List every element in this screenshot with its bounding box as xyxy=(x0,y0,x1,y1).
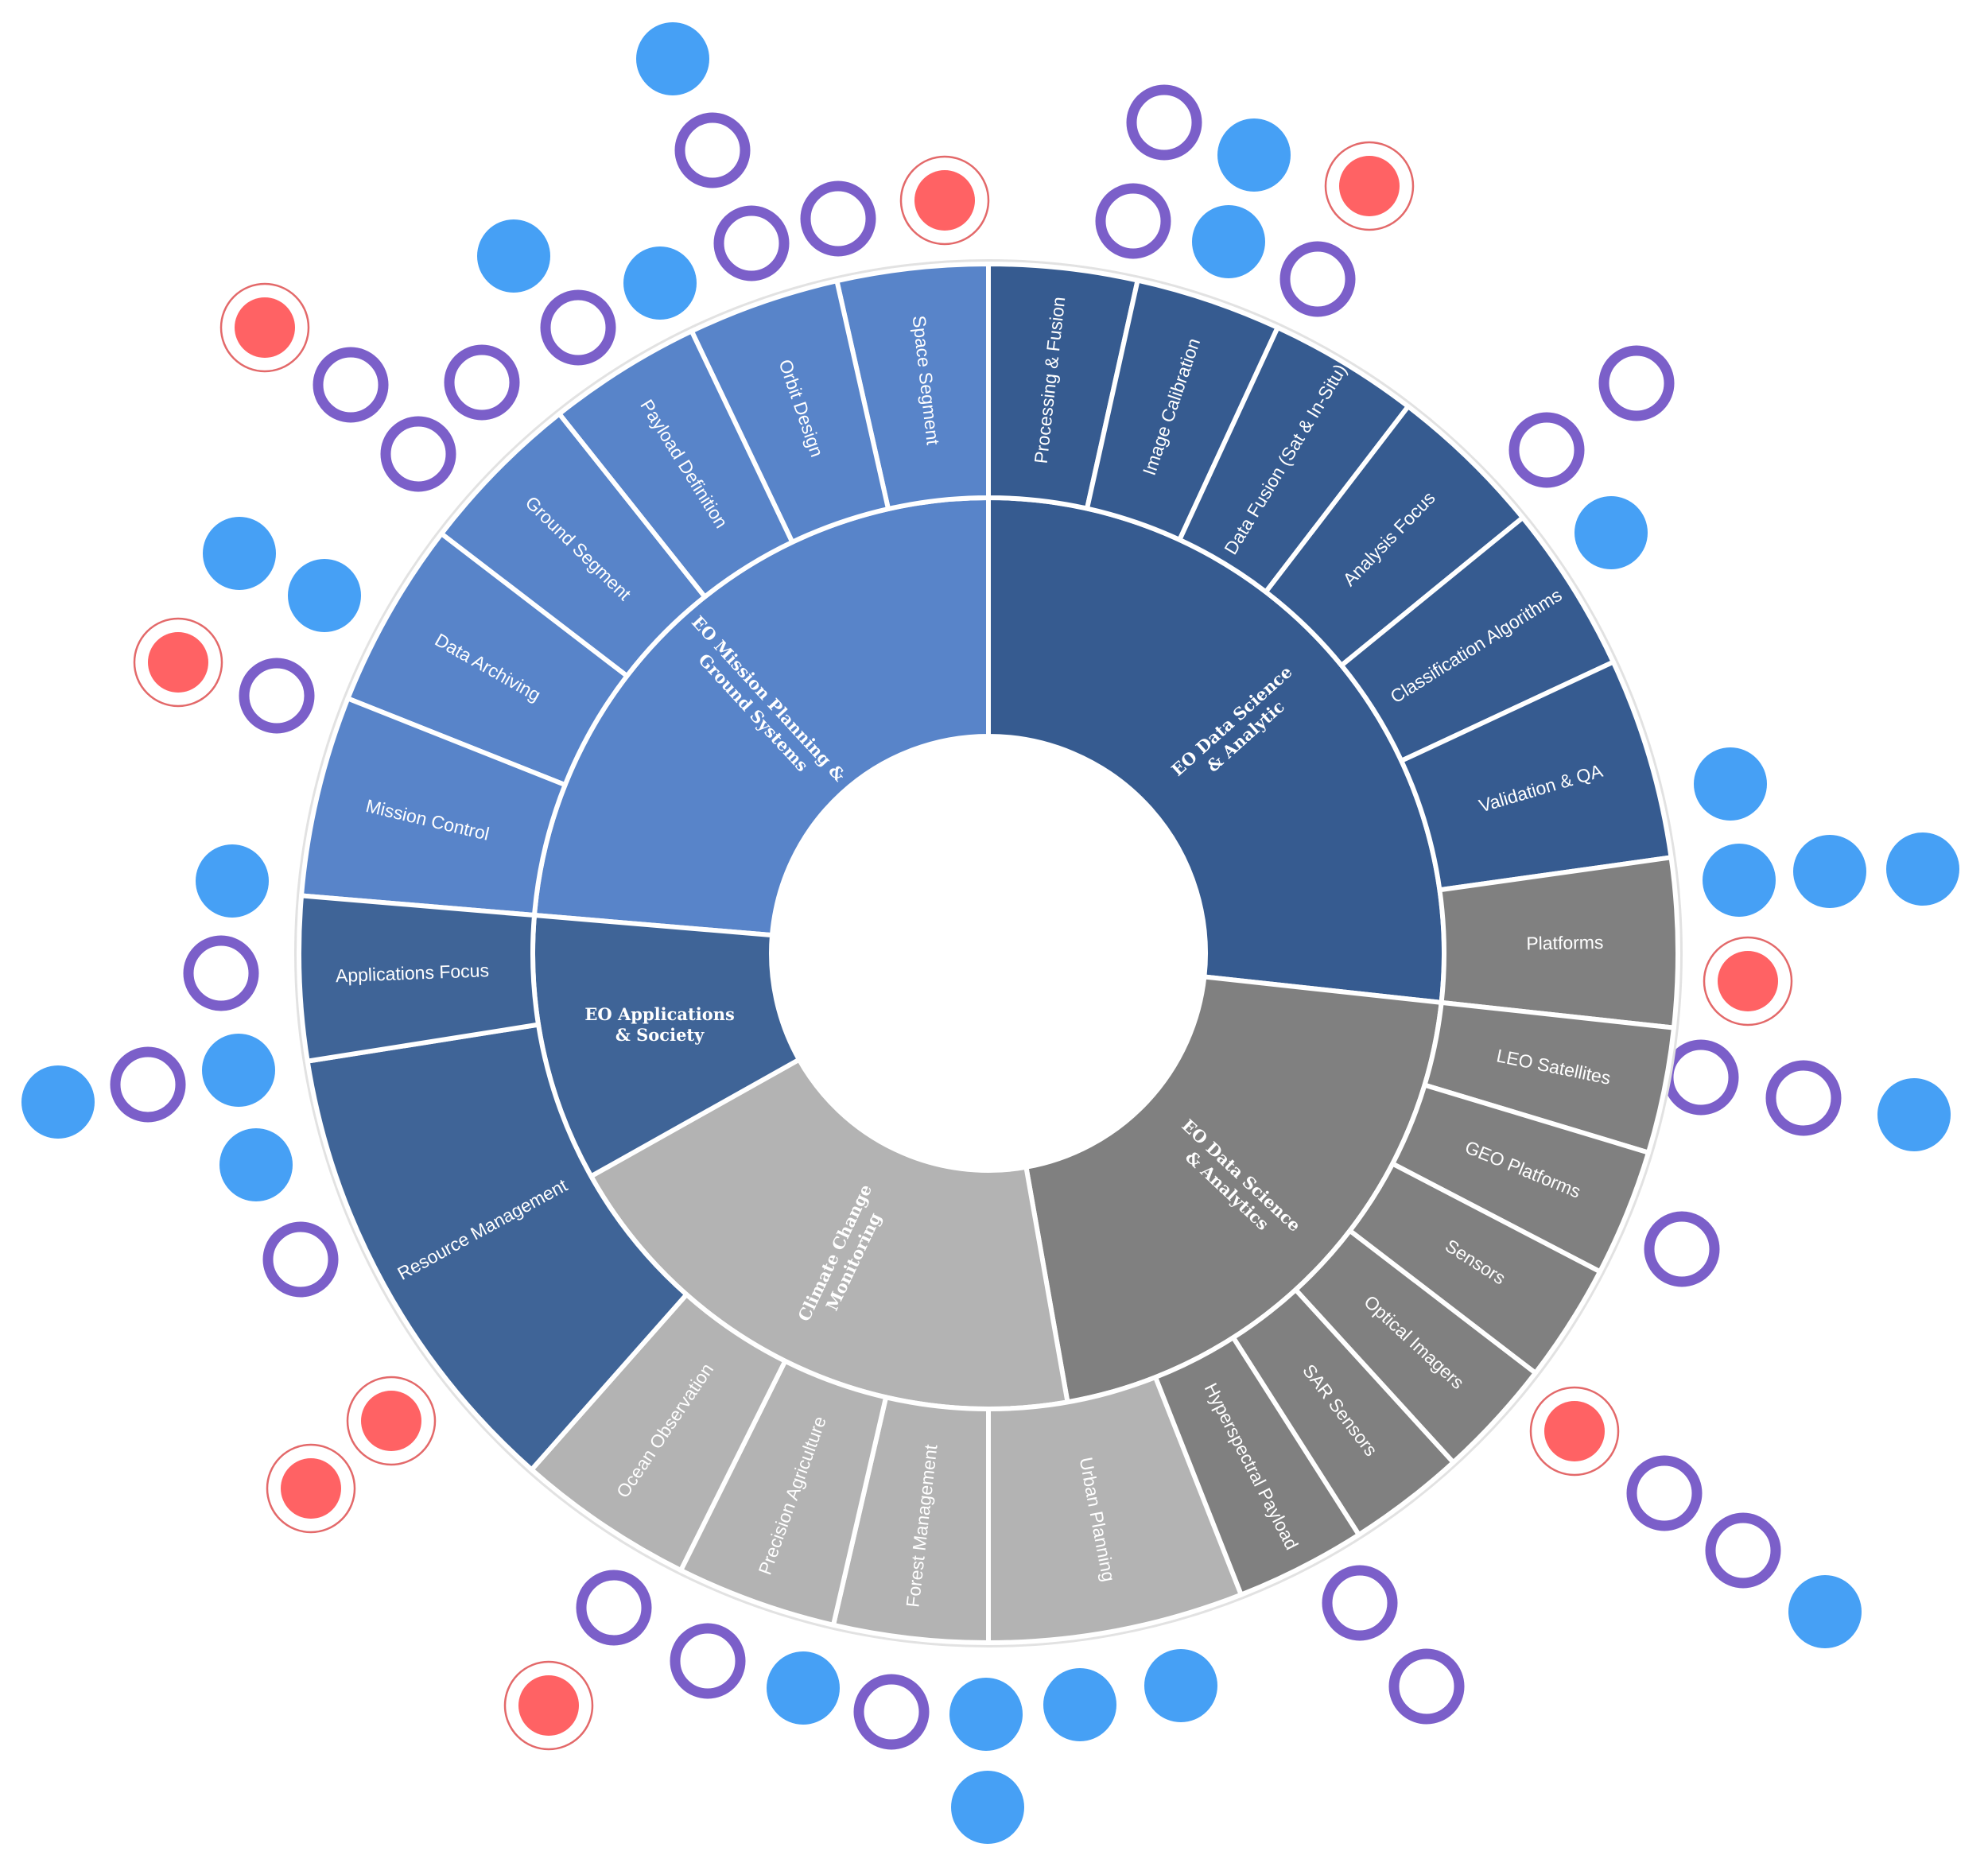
dot-marker-icon xyxy=(949,1678,1023,1751)
red-marker-icon xyxy=(1544,1401,1605,1461)
leaf-segment-applications-focus[interactable] xyxy=(297,893,542,1064)
ring-marker-icon xyxy=(1322,1565,1398,1641)
red-marker-halo xyxy=(133,617,223,708)
ring-marker-icon xyxy=(110,1046,186,1123)
leaf-segment-resource-management[interactable] xyxy=(305,1022,689,1473)
marker-layer xyxy=(21,22,1959,1844)
ring-marker-icon xyxy=(1626,1455,1703,1531)
ring-marker-icon xyxy=(262,1221,339,1298)
dot-marker-icon xyxy=(219,1128,293,1201)
ring-marker-icon xyxy=(1765,1060,1842,1136)
leaf-ring xyxy=(297,262,1680,1645)
leaf-label-platforms: Platforms xyxy=(1526,932,1604,954)
ring-marker-icon xyxy=(1598,345,1675,421)
dot-marker-icon xyxy=(21,1065,95,1139)
leaf-segment-ground-segment[interactable] xyxy=(439,411,708,679)
dot-marker-icon xyxy=(1574,496,1648,569)
leaf-segment-payload-definition[interactable] xyxy=(557,328,795,600)
ring-marker-icon xyxy=(853,1674,930,1750)
red-marker-icon xyxy=(148,632,208,693)
ring-marker-icon xyxy=(713,205,790,281)
ring-marker-icon xyxy=(1663,1039,1739,1116)
dot-marker-icon xyxy=(203,517,276,590)
red-marker-halo xyxy=(1529,1386,1620,1477)
dot-marker-icon xyxy=(636,22,709,95)
red-marker-halo xyxy=(1703,936,1793,1026)
category-label: EO Applications & Society xyxy=(584,1004,734,1045)
ring-marker-icon xyxy=(800,180,876,257)
leaf-segment-orbit-design[interactable] xyxy=(689,278,891,545)
dot-marker-icon xyxy=(196,844,269,918)
dot-marker-icon xyxy=(1043,1668,1116,1741)
ring-marker-icon xyxy=(1279,241,1356,317)
red-marker-icon xyxy=(1339,156,1400,216)
leaf-segment-data-archiving[interactable] xyxy=(345,531,630,788)
ring-marker-icon xyxy=(444,344,520,421)
ring-marker-icon xyxy=(313,347,389,423)
ring-marker-icon xyxy=(380,416,456,492)
dot-marker-icon xyxy=(767,1651,840,1725)
ring-marker-icon xyxy=(576,1570,652,1646)
dot-marker-icon xyxy=(951,1771,1024,1844)
red-marker-icon xyxy=(914,170,975,231)
ring-marker-icon xyxy=(1508,412,1585,488)
ring-marker-icon xyxy=(540,289,616,366)
red-marker-halo xyxy=(503,1660,594,1751)
ring-marker-icon xyxy=(1705,1512,1781,1589)
red-marker-icon xyxy=(235,297,295,358)
red-marker-halo xyxy=(899,155,990,246)
dot-marker-icon xyxy=(1877,1078,1951,1151)
dot-marker-icon xyxy=(288,559,361,632)
dot-marker-icon xyxy=(1886,832,1959,906)
ring-marker-icon xyxy=(674,112,751,188)
red-marker-icon xyxy=(518,1675,579,1736)
dot-marker-icon xyxy=(1144,1649,1217,1722)
ring-marker-icon xyxy=(1126,84,1202,161)
ring-marker-icon xyxy=(1388,1648,1465,1725)
red-marker-icon xyxy=(361,1391,421,1451)
ring-marker-icon xyxy=(1644,1211,1720,1287)
dot-marker-icon xyxy=(1694,747,1767,821)
dot-marker-icon xyxy=(202,1034,275,1107)
ring-marker-icon xyxy=(670,1623,746,1699)
dot-marker-icon xyxy=(1192,205,1265,278)
dot-marker-icon xyxy=(1703,844,1776,917)
red-marker-icon xyxy=(281,1458,341,1519)
ring-marker-icon xyxy=(239,658,315,734)
red-marker-halo xyxy=(1324,141,1415,231)
ring-marker-icon xyxy=(1095,183,1171,259)
leaf-segment-mission-control[interactable] xyxy=(299,696,568,918)
red-marker-halo xyxy=(346,1376,437,1466)
dot-marker-icon xyxy=(1217,118,1291,192)
dot-marker-icon xyxy=(1793,835,1866,908)
dot-marker-icon xyxy=(623,246,697,320)
red-marker-halo xyxy=(219,282,310,373)
ring-marker-icon xyxy=(183,935,259,1011)
category-ring xyxy=(530,495,1446,1411)
dot-marker-icon xyxy=(477,219,550,293)
dot-marker-icon xyxy=(1788,1575,1862,1648)
red-marker-halo xyxy=(266,1443,356,1534)
red-marker-icon xyxy=(1718,951,1778,1011)
